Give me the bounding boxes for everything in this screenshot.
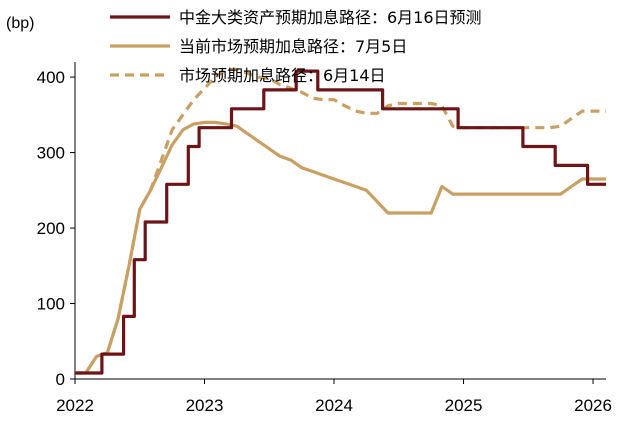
series-line-3 (75, 67, 606, 375)
y-tick-label: 400 (37, 68, 65, 87)
series-line-2 (75, 120, 606, 375)
legend-label: 市场预期加息路径：6月14日 (179, 66, 386, 85)
y-tick-label: 300 (37, 144, 65, 163)
x-tick-label: 2023 (186, 396, 224, 415)
legend-label: 中金大类资产预期加息路径：6月16日预测 (179, 8, 482, 27)
series-line-1 (75, 69, 606, 375)
y-tick-label: 200 (37, 219, 65, 238)
x-tick-label: 2024 (315, 396, 353, 415)
x-tick-label: 2022 (56, 396, 94, 415)
y-axis-unit-label: (bp) (6, 15, 34, 32)
legend: 中金大类资产预期加息路径：6月16日预测当前市场预期加息路径：7月5日市场预期加… (110, 8, 482, 85)
x-tick-label: 2026 (574, 396, 612, 415)
series-layer (75, 67, 606, 375)
legend-label: 当前市场预期加息路径：7月5日 (179, 37, 407, 56)
axes: (bp) 0 100 200 300 400 2022 2023 2024 2025 2026 (6, 15, 612, 415)
y-tick-label: 100 (37, 295, 65, 314)
y-tick-label: 0 (56, 370, 65, 389)
x-tick-label: 2025 (445, 396, 483, 415)
